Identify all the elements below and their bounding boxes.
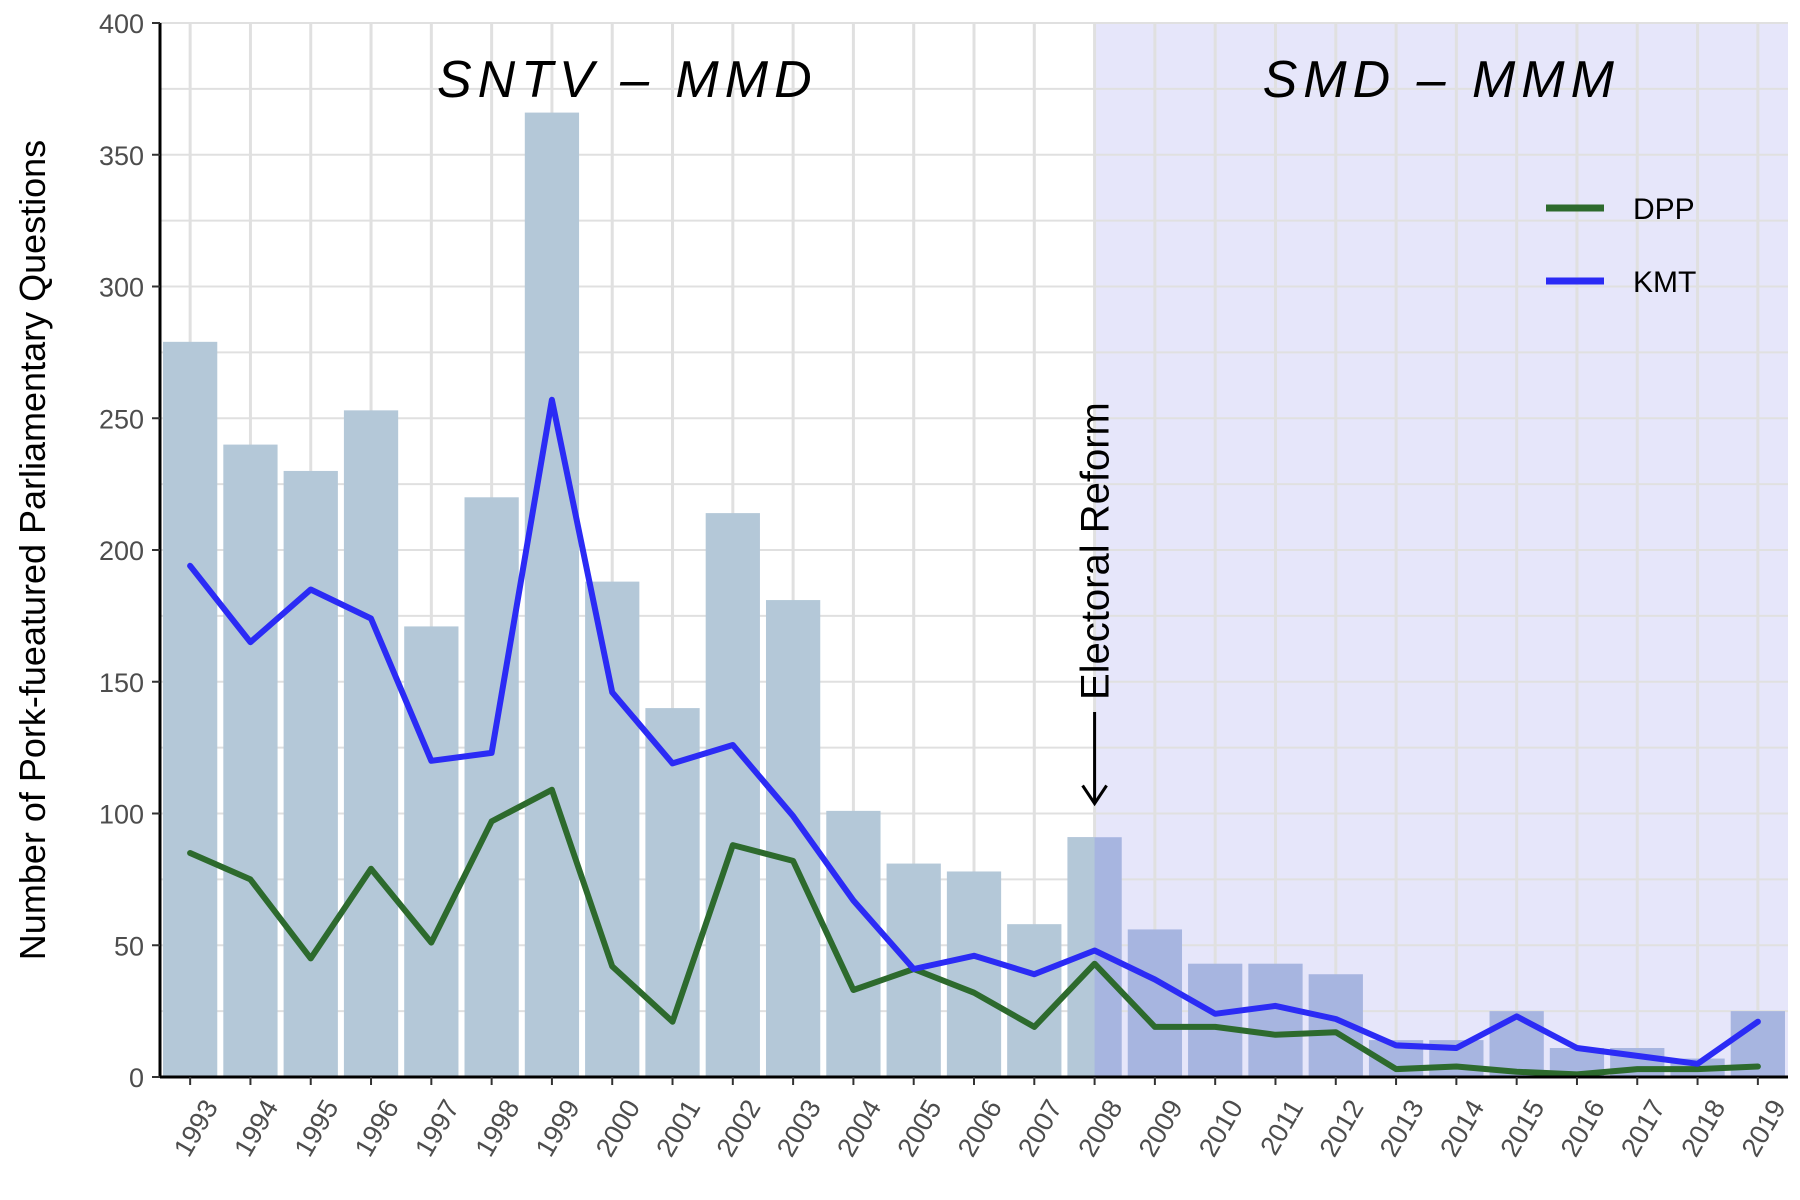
- x-tick-label: 2000: [590, 1095, 646, 1162]
- x-tick-label: 2005: [892, 1095, 948, 1162]
- x-tick-label: 2018: [1675, 1095, 1731, 1162]
- bar-2000: [585, 581, 640, 1077]
- x-tick-label: 1994: [228, 1095, 284, 1162]
- bar-1993: [163, 341, 218, 1078]
- line-layer: [187, 396, 1761, 1078]
- x-tick-label: 2006: [952, 1095, 1008, 1162]
- electoral-reform-annotation: Electoral Reform: [1074, 402, 1118, 807]
- bar-layer: [163, 112, 1785, 1078]
- x-tick-label: 2016: [1555, 1095, 1611, 1162]
- x-tick-label: 1999: [530, 1095, 586, 1162]
- y-tick-label: 100: [99, 800, 144, 830]
- bar-2007: [1007, 924, 1062, 1077]
- x-tick-label: 2012: [1314, 1095, 1370, 1162]
- x-tick-label: 2014: [1434, 1095, 1490, 1162]
- bar-1996: [343, 410, 399, 1078]
- x-tick-label: 1995: [289, 1095, 345, 1162]
- y-tick-label: 200: [99, 536, 144, 566]
- x-tick-label: 2011: [1254, 1095, 1309, 1160]
- bar-2015: [1489, 1011, 1544, 1077]
- x-tick-label: 2001: [650, 1095, 706, 1162]
- y-tick-label: 0: [129, 1063, 144, 1093]
- bar-2011: [1248, 963, 1303, 1077]
- series-line-kmt: [187, 396, 1761, 1067]
- bar-1998: [464, 497, 519, 1077]
- bar-1997: [404, 626, 459, 1077]
- legend-label-kmt: KMT: [1633, 266, 1696, 299]
- x-tick-label: 2004: [831, 1095, 887, 1162]
- x-tick-label: 2017: [1615, 1095, 1671, 1162]
- series-line-dpp: [187, 786, 1761, 1078]
- bar-1999: [524, 112, 580, 1078]
- x-tick-label: 2019: [1736, 1095, 1792, 1162]
- annotation-arrow-head: [1081, 784, 1108, 807]
- annotation-label: Electoral Reform: [1074, 402, 1118, 700]
- legend: DPP KMT: [1546, 193, 1696, 299]
- x-tick-label: 1993: [168, 1095, 224, 1162]
- x-tick-label: 2002: [711, 1095, 767, 1162]
- regime-label-sntv-mmd: SNTV – MMD: [437, 51, 818, 109]
- y-axis-title: Number of Pork-fueatured Parliamentary Q…: [12, 140, 53, 960]
- bar-2006: [946, 871, 1002, 1077]
- bar-1995: [283, 470, 338, 1077]
- y-tick-label: 50: [114, 931, 144, 961]
- y-tick-label: 350: [99, 141, 144, 171]
- x-tick-label: 1998: [469, 1095, 525, 1162]
- x-tick-label: 1996: [349, 1095, 405, 1162]
- x-tick-label: 2015: [1494, 1095, 1550, 1162]
- bar-1994: [223, 444, 278, 1078]
- x-tick-label: 2009: [1133, 1095, 1189, 1162]
- y-tick-label: 150: [99, 668, 144, 698]
- y-tick-label: 300: [99, 273, 144, 303]
- y-tick-label: 250: [99, 404, 144, 434]
- x-tick-label: 2008: [1072, 1095, 1128, 1162]
- x-tick-label: 2013: [1374, 1095, 1430, 1162]
- x-tick-label: 2003: [771, 1095, 827, 1162]
- legend-label-dpp: DPP: [1633, 193, 1695, 226]
- bar-2010: [1188, 963, 1243, 1077]
- bar-2004: [826, 810, 881, 1077]
- x-tick-label: 1997: [409, 1095, 465, 1162]
- y-tick-label: 400: [99, 9, 144, 39]
- x-tick-label: 2007: [1012, 1095, 1068, 1162]
- bar-2009: [1127, 929, 1183, 1077]
- x-tick-label: 2010: [1193, 1095, 1249, 1162]
- regime-label-smd-mmm: SMD – MMM: [1263, 51, 1620, 109]
- bar-2002: [705, 513, 760, 1077]
